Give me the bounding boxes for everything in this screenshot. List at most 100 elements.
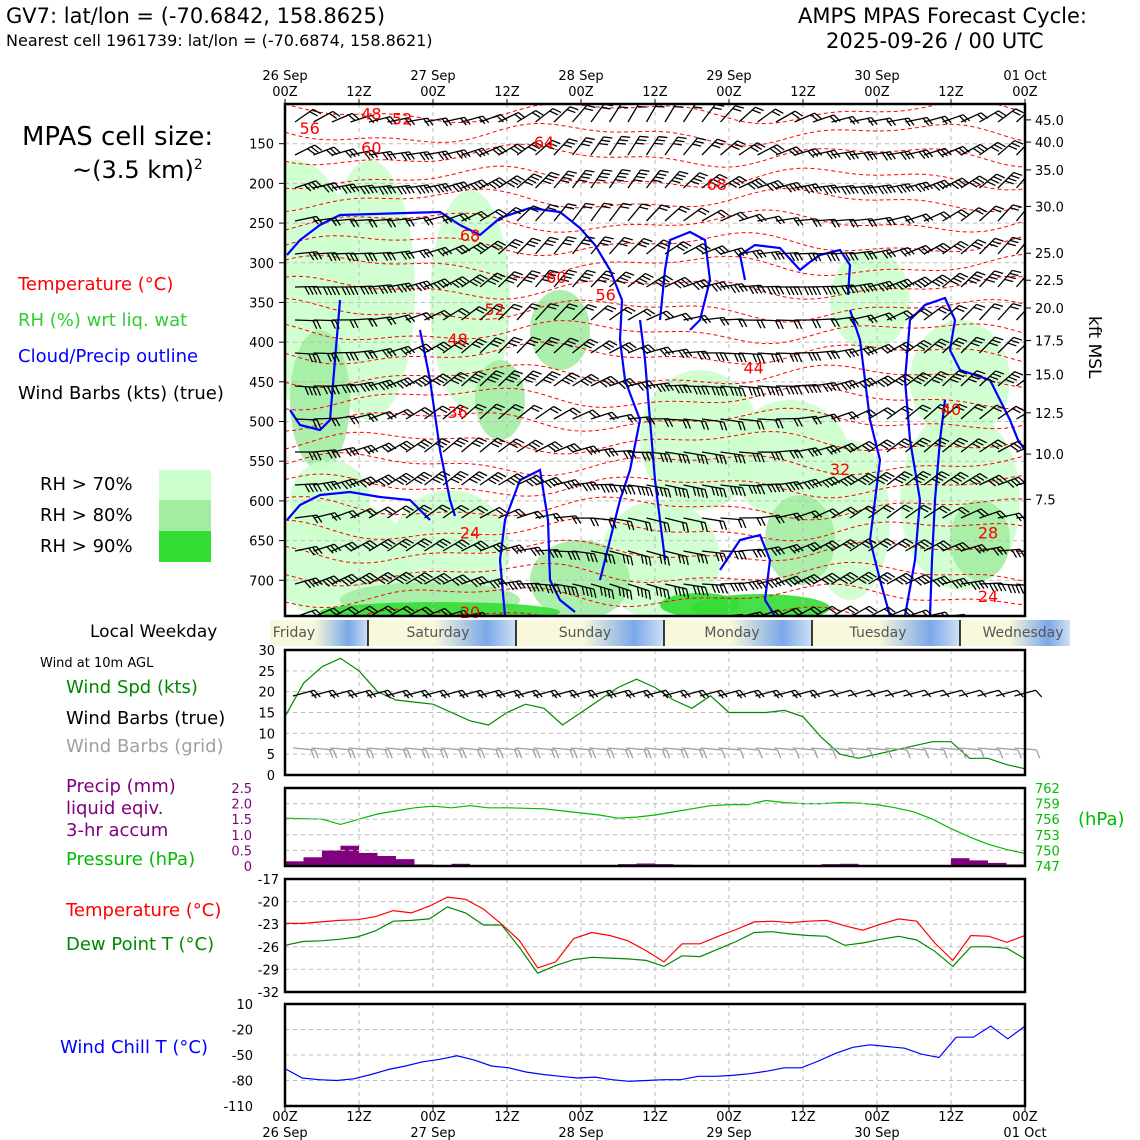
barb-staff	[810, 689, 833, 697]
barb-flag	[940, 338, 950, 344]
barb-flag	[496, 403, 505, 409]
barb-flag	[529, 373, 539, 378]
wind-barb	[627, 550, 652, 566]
barb-flag	[513, 303, 523, 308]
wind-barb	[572, 481, 600, 492]
barb-flag	[370, 444, 379, 453]
barb-flag	[992, 548, 1000, 556]
wind-barb	[498, 438, 525, 453]
barb-flag	[517, 473, 526, 480]
barb-flag	[773, 146, 782, 153]
wind-y-tick-label: 10	[258, 727, 275, 742]
barb-flag	[770, 252, 777, 261]
weekday-segment	[960, 620, 1070, 646]
barb-flag	[351, 606, 360, 613]
barb-flag	[578, 278, 588, 283]
barb-flag	[975, 440, 984, 446]
barb-flag	[513, 475, 522, 482]
wind-barb	[923, 306, 950, 321]
barb-flag	[663, 588, 667, 598]
barb-flag	[958, 179, 967, 186]
wind-barb	[886, 538, 914, 552]
top-hour-label: 00Z	[716, 85, 742, 100]
barb-flag	[692, 283, 700, 291]
barb-flag	[715, 487, 719, 497]
barb-flag	[885, 217, 893, 226]
wind-barb	[775, 251, 804, 262]
barb-flag	[696, 487, 701, 497]
barb-flag	[443, 341, 452, 348]
barb-flag	[844, 186, 851, 195]
wind-barb	[923, 211, 952, 222]
wind-barb	[479, 578, 508, 589]
barb-flag	[969, 479, 978, 486]
temperature-label: 32	[830, 460, 850, 479]
barb-flag	[699, 245, 708, 252]
wind-barb	[701, 316, 730, 326]
wind-barb	[960, 336, 986, 354]
barb-flag	[840, 285, 847, 295]
barb-flag	[807, 352, 814, 361]
barb-flag	[774, 610, 782, 616]
wind-barb	[424, 538, 451, 552]
barb-flag	[584, 272, 594, 277]
barb-flag	[953, 476, 963, 482]
barb-flag	[789, 385, 795, 395]
bottom-date-label: 28 Sep	[558, 1126, 603, 1140]
barb-flag	[935, 278, 944, 285]
barb-flag	[587, 690, 595, 699]
barb-flag	[741, 487, 746, 497]
barb-flag	[807, 253, 814, 262]
wind-barb	[775, 319, 803, 330]
barb-staff	[773, 747, 796, 751]
barb-flag	[794, 110, 803, 117]
barb-flag	[907, 247, 915, 255]
barb-flag	[569, 409, 578, 416]
barb-flag	[1016, 689, 1024, 698]
barb-flag	[737, 551, 743, 560]
barb-flag	[758, 177, 767, 185]
barb-flag	[1030, 480, 1036, 489]
wind-barb	[868, 151, 896, 161]
barb-flag	[729, 386, 735, 396]
barb-flag	[345, 384, 352, 394]
barb-flag	[622, 202, 632, 206]
barb-flag	[480, 242, 489, 249]
barb-flag	[427, 184, 434, 193]
barb-flag	[508, 244, 518, 249]
barb-flag	[526, 583, 532, 592]
barb-flag	[715, 352, 721, 362]
barb-flag	[1008, 145, 1018, 150]
barb-flag	[813, 606, 822, 613]
barb-flag	[792, 545, 800, 553]
barb-flag	[308, 483, 315, 493]
barb-flag	[685, 588, 690, 598]
barb-flag	[868, 505, 877, 512]
barb-flag	[633, 179, 643, 182]
barb-flag	[717, 138, 727, 143]
barb-flag	[529, 478, 538, 485]
barb-flag	[922, 182, 930, 191]
barb-flag	[475, 439, 484, 445]
barb-flag	[679, 243, 689, 249]
pressure-tick-label: 250	[249, 217, 274, 232]
barb-flag	[752, 251, 759, 259]
barb-flag	[770, 451, 776, 461]
wind-barb	[664, 276, 693, 289]
barb-flag	[348, 511, 356, 519]
wind-barb	[646, 274, 674, 288]
barb-staff	[847, 747, 870, 751]
wind-barb	[329, 747, 356, 759]
barb-flag	[459, 214, 467, 222]
barb-flag	[526, 342, 536, 347]
barb-flag	[366, 509, 375, 517]
barb-flag	[567, 203, 577, 207]
barb-flag	[739, 689, 747, 698]
wind-barb	[960, 473, 988, 486]
wind-barb	[886, 117, 915, 127]
barb-flag	[676, 245, 685, 252]
wind-barb	[1016, 583, 1025, 589]
barb-flag	[530, 407, 540, 413]
barb-flag	[495, 337, 505, 342]
barb-flag	[733, 353, 739, 363]
